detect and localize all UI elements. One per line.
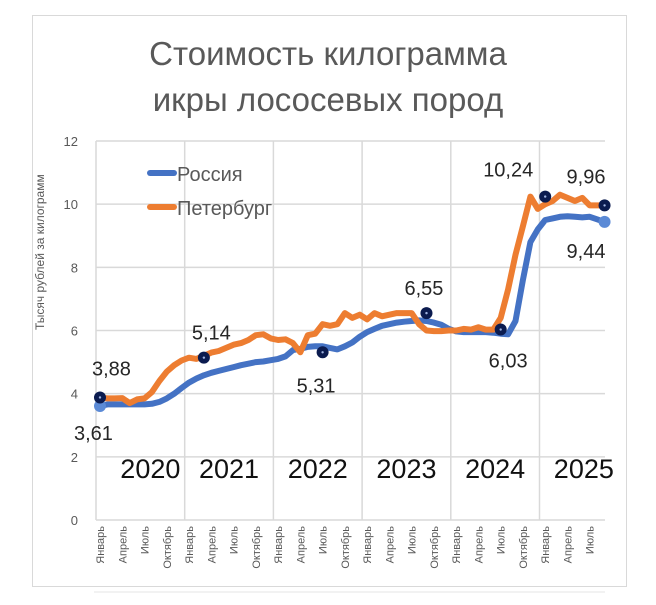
legend-petersburg-label: Петербург (177, 198, 272, 220)
x-tick-label: Январь (184, 526, 196, 564)
y-tick-label: 10 (64, 197, 78, 212)
y-tick-label: 2 (71, 450, 78, 465)
data-label: 6,55 (404, 278, 443, 300)
chart-frame (32, 15, 627, 587)
x-tick-label: Январь (95, 526, 107, 564)
x-tick-label: Июль (496, 526, 508, 554)
x-tick-label: Июль (407, 526, 419, 554)
y-axis-ticks: 0 2 4 6 8 10 12 (64, 134, 78, 528)
year-label: 2025 (554, 454, 614, 484)
y-tick-label: 12 (64, 134, 78, 149)
y-tick-label: 8 (71, 260, 78, 275)
x-tick-label: Октябрь (251, 526, 263, 569)
chart-title-line-2: икры лососевых пород (152, 81, 504, 118)
x-tick-label: Январь (451, 526, 463, 564)
x-tick-label: Июль (585, 526, 597, 554)
data-label: 5,14 (192, 323, 231, 345)
data-label: 10,24 (483, 160, 533, 182)
legend-russia-label: Россия (177, 164, 243, 186)
year-label: 2024 (465, 454, 525, 484)
x-tick-label: Апрель (384, 526, 396, 564)
y-tick-label: 6 (71, 324, 78, 339)
data-label: 3,61 (74, 423, 113, 445)
y-tick-label: 4 (71, 387, 78, 402)
russia-line (97, 213, 608, 409)
data-labels: 3,88 3,61 5,14 5,31 6,55 6,03 10,24 9,96 9,44 (74, 160, 605, 445)
x-tick-label: Апрель (562, 526, 574, 564)
data-label: 9,96 (567, 166, 606, 188)
data-lines (97, 191, 608, 409)
x-axis-ticks: Январь Апрель Июль Октябрь Январь Апрель Июль О… (95, 526, 597, 569)
year-label: 2021 (199, 454, 259, 484)
x-tick-label: Октябрь (518, 526, 530, 569)
x-tick-label: Январь (273, 526, 285, 564)
year-label: 2022 (288, 454, 348, 484)
legend: Россия Петербург (147, 164, 272, 220)
x-tick-label: Июль (140, 526, 152, 554)
x-tick-label: Январь (362, 526, 374, 564)
russia-end-marker (598, 215, 611, 228)
year-labels: 2020 2021 2022 2023 2024 2025 (120, 454, 614, 484)
data-label: 5,31 (297, 375, 336, 397)
x-tick-label: Апрель (473, 526, 485, 564)
x-tick-label: Апрель (117, 526, 129, 564)
x-tick-label: Апрель (206, 526, 218, 564)
x-tick-label: Июль (229, 526, 241, 554)
x-tick-label: Октябрь (340, 526, 352, 569)
petersburg-line (97, 191, 608, 407)
year-label: 2023 (376, 454, 436, 484)
data-markers (94, 190, 611, 412)
y-tick-label: 0 (71, 513, 78, 528)
x-tick-label: Октябрь (162, 526, 174, 569)
x-tick-label: Апрель (295, 526, 307, 564)
russia-start-marker (94, 399, 106, 412)
year-label: 2020 (120, 454, 180, 484)
x-tick-label: Октябрь (429, 526, 441, 569)
x-tick-label: Январь (540, 526, 552, 564)
data-label: 6,03 (489, 351, 528, 373)
x-tick-label: Июль (318, 526, 330, 554)
data-label: 9,44 (567, 241, 606, 263)
chart-title-line-1: Стоимость килограмма (149, 35, 507, 72)
data-label: 3,88 (92, 358, 131, 380)
